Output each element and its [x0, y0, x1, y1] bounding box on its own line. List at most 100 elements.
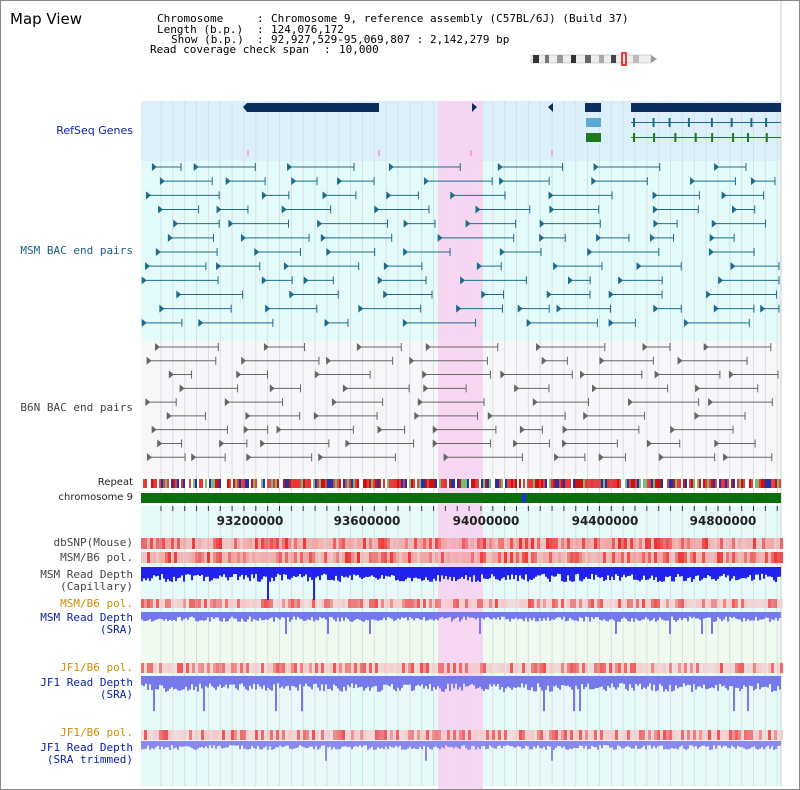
read-depth-bar [313, 676, 315, 684]
polymorphism-cell [279, 663, 282, 673]
read-depth-bar [181, 741, 183, 747]
polymorphism-cell [396, 599, 399, 608]
polymorphism-cell [651, 663, 654, 673]
polymorphism-cell [372, 663, 375, 673]
polymorphism-cell [282, 552, 285, 563]
read-depth-bar [249, 741, 251, 749]
bac-end-marker [409, 356, 415, 365]
read-depth-bar [439, 612, 441, 618]
read-depth-bar [503, 612, 505, 617]
read-depth-bar [201, 741, 203, 747]
read-depth-bar [757, 676, 759, 684]
repeat-segment [313, 479, 315, 488]
read-depth-bar [729, 612, 731, 617]
polymorphism-cell [591, 538, 594, 549]
polymorphism-cell [558, 538, 561, 549]
read-depth-bar [555, 676, 557, 686]
polymorphism-cell [705, 538, 708, 549]
polymorphism-cell [333, 730, 336, 740]
track-label-refseq[interactable]: RefSeq Genes [56, 124, 133, 137]
gene-exon [633, 118, 635, 127]
read-depth-bar [211, 612, 213, 618]
read-depth-bar [619, 612, 621, 622]
polymorphism-cell [609, 730, 612, 740]
read-depth-bar [613, 612, 615, 621]
read-depth-bar [745, 612, 747, 622]
polymorphism-cell [177, 599, 180, 608]
repeat-segment [177, 479, 179, 488]
track-label-b6n-bac[interactable]: B6N BAC end pairs [20, 401, 133, 414]
read-depth-bar [551, 676, 553, 692]
polymorphism-cell [354, 552, 357, 563]
track-label-jf1-depth-trimmed[interactable]: JF1 Read Depth [40, 741, 133, 754]
read-depth-bar [345, 567, 347, 577]
read-depth-bar [297, 741, 299, 748]
repeat-segment [583, 479, 585, 488]
polymorphism-cell [612, 552, 615, 563]
read-depth-bar [177, 567, 179, 579]
polymorphism-cell [474, 538, 477, 549]
repeat-segment [425, 479, 427, 488]
polymorphism-cell [399, 663, 402, 673]
read-depth-bar [297, 612, 299, 617]
polymorphism-cell [627, 663, 630, 673]
polymorphism-cell [693, 599, 696, 608]
track-label-dbsnp[interactable]: dbSNP(Mouse) [53, 536, 133, 549]
read-depth-bar [569, 567, 571, 581]
track-label-jf1-pol[interactable]: JF1/B6 pol. [60, 661, 133, 674]
bac-end-marker [224, 398, 230, 407]
polymorphism-cell [597, 663, 600, 673]
read-depth-bar [775, 567, 777, 582]
repeat-segment [239, 479, 241, 488]
read-depth-bar [241, 567, 243, 575]
repeat-segment [429, 479, 431, 488]
polymorphism-cell [723, 538, 726, 549]
read-depth-bar [197, 676, 199, 692]
polymorphism-cell [672, 730, 675, 740]
repeat-segment [519, 479, 521, 488]
polymorphism-cell [246, 552, 249, 563]
polymorphism-cell [357, 552, 360, 563]
read-depth-bar [471, 741, 473, 747]
read-depth-bar [317, 612, 319, 621]
read-depth-bar [237, 741, 239, 746]
read-depth-bar [415, 741, 417, 749]
polymorphism-cell [168, 663, 171, 673]
polymorphism-cell [756, 538, 759, 549]
polymorphism-cell [633, 730, 636, 740]
read-depth-bar [727, 741, 729, 748]
track-label-msm-depth-sra[interactable]: MSM Read Depth [40, 611, 133, 624]
track-label-msm-bac[interactable]: MSM BAC end pairs [20, 244, 133, 257]
read-depth-bar [629, 567, 631, 576]
polymorphism-cell [432, 552, 435, 563]
track-label-jf1-pol-2[interactable]: JF1/B6 pol. [60, 726, 133, 739]
read-depth-bar [351, 567, 353, 581]
track-label-msm-b6-pol-2[interactable]: MSM/B6 pol. [60, 597, 133, 610]
read-depth-bar [513, 676, 515, 688]
polymorphism-cell [240, 552, 243, 563]
read-depth-bar [377, 676, 379, 692]
track-label-msm-depth-capillary[interactable]: MSM Read Depth [40, 568, 133, 581]
polymorphism-cell [606, 538, 609, 549]
read-depth-bar [743, 567, 745, 578]
polymorphism-cell [486, 552, 489, 563]
track-label-msm-b6-pol[interactable]: MSM/B6 pol. [60, 551, 133, 564]
polymorphism-cell [150, 599, 153, 608]
read-depth-bar [579, 676, 581, 712]
repeat-segment [335, 479, 337, 488]
polymorphism-cell [726, 552, 729, 563]
read-depth-bar [327, 612, 329, 634]
polymorphism-cell [276, 663, 279, 673]
repeat-segment [633, 479, 635, 488]
read-depth-bar [173, 676, 175, 690]
bac-end-marker [377, 276, 383, 285]
repeat-segment [347, 479, 349, 488]
repeat-segment [189, 479, 191, 488]
track-label-jf1-depth-sra[interactable]: JF1 Read Depth [40, 676, 133, 689]
read-depth-bar [707, 741, 709, 747]
repeat-segment [301, 479, 303, 488]
polymorphism-cell [414, 663, 417, 673]
read-depth-bar [149, 612, 151, 620]
repeat-segment [517, 479, 519, 488]
repeat-segment [617, 479, 619, 488]
